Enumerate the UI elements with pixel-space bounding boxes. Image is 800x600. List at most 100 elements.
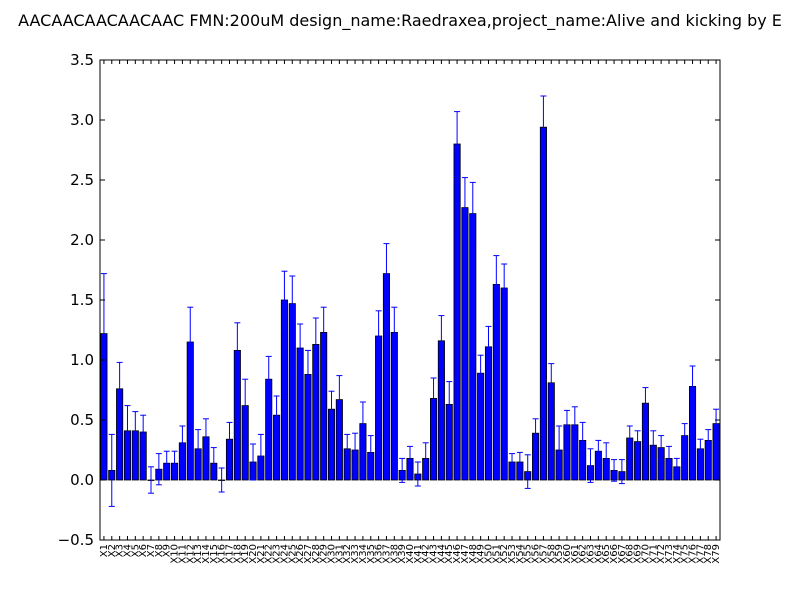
error-bar-x35 — [367, 435, 374, 470]
error-bar-x40 — [407, 445, 413, 471]
error-bar-x62 — [579, 421, 586, 459]
x-tick-label: X51 — [491, 544, 502, 564]
bars — [100, 126, 720, 481]
x-tick-label: X49 — [476, 544, 487, 564]
x-tick-label: X26 — [295, 544, 306, 564]
x-tick-label: X4 — [122, 544, 133, 557]
error-bar-x10 — [171, 450, 178, 476]
bar-x51 — [492, 283, 500, 481]
x-tick-label: X5 — [130, 544, 141, 557]
error-bar-x63 — [587, 448, 594, 483]
error-bar-x37 — [383, 243, 390, 305]
error-bar-x55 — [524, 454, 531, 489]
x-tick-label: X46 — [452, 544, 463, 564]
error-bar-x9 — [163, 450, 170, 476]
x-tick-label: X75 — [680, 544, 691, 564]
error-bar-x39 — [399, 457, 406, 483]
y-tick-label: 1.0 — [70, 351, 94, 369]
error-bar-x15 — [210, 447, 217, 480]
x-tick-label: X48 — [468, 544, 479, 564]
error-bar-x50 — [485, 325, 492, 368]
bar-x48 — [469, 213, 477, 481]
error-bar-x68 — [626, 425, 633, 451]
x-tick-label: X34 — [358, 544, 369, 564]
error-bar-x70 — [642, 387, 649, 420]
error-bar-x1 — [100, 273, 107, 395]
x-tick-label: X22 — [264, 544, 275, 564]
x-axis: X1X2X3X4X5X6X7X8X9X10X11X12X13X14X15X16X… — [99, 60, 722, 564]
error-bar-x71 — [650, 430, 657, 461]
y-tick-label: 2.0 — [70, 231, 94, 249]
error-bar-x28 — [312, 317, 319, 372]
error-bar-x74 — [673, 457, 680, 476]
error-bar-x38 — [391, 306, 398, 359]
x-tick-label: X12 — [185, 544, 196, 564]
plot-area-frame — [99, 59, 721, 541]
x-tick-label: X20 — [248, 544, 259, 564]
x-tick-label: X74 — [672, 544, 683, 564]
x-tick-label: X64 — [593, 544, 604, 564]
x-tick-label: X2 — [107, 544, 118, 557]
x-tick-label: X19 — [240, 544, 251, 564]
x-tick-label: X9 — [162, 544, 173, 557]
x-tick-label: X50 — [483, 544, 494, 564]
error-bars — [100, 95, 720, 507]
x-tick-label: X73 — [664, 544, 675, 564]
y-tick-label: 0.0 — [70, 471, 94, 489]
x-tick-label: X79 — [711, 544, 722, 564]
error-bar-x73 — [665, 445, 672, 471]
x-tick-label: X55 — [523, 544, 534, 564]
error-bar-x2 — [108, 433, 115, 507]
error-bar-x25 — [289, 275, 296, 332]
x-tick-label: X62 — [578, 544, 589, 564]
x-tick-label: X45 — [444, 544, 455, 564]
x-tick-label: X15 — [209, 544, 220, 564]
y-tick-label: 3.0 — [70, 111, 94, 129]
x-tick-label: X38 — [389, 544, 400, 564]
error-bar-x58 — [548, 363, 555, 403]
x-tick-label: X67 — [617, 544, 628, 564]
error-bar-x42 — [422, 442, 429, 475]
bar-x46 — [453, 143, 461, 481]
x-tick-label: X31 — [334, 544, 345, 564]
error-bar-x44 — [438, 315, 445, 367]
x-tick-label: X30 — [327, 544, 338, 564]
x-tick-label: X29 — [319, 544, 330, 564]
x-tick-label: X32 — [342, 544, 353, 564]
x-tick-label: X1 — [99, 544, 110, 557]
x-tick-label: X77 — [695, 544, 706, 564]
error-bar-x76 — [689, 365, 696, 408]
x-tick-label: X76 — [688, 544, 699, 564]
error-bar-x67 — [618, 459, 625, 485]
error-bar-x72 — [658, 435, 665, 461]
error-bar-x66 — [611, 459, 618, 482]
x-tick-label: X52 — [499, 544, 510, 564]
x-tick-label: X69 — [633, 544, 644, 564]
error-bar-x45 — [446, 381, 453, 428]
x-tick-label: X37 — [381, 544, 392, 564]
x-tick-label: X47 — [460, 544, 471, 564]
error-bar-x34 — [359, 401, 366, 446]
error-bar-x14 — [202, 418, 209, 456]
error-bar-x26 — [297, 323, 304, 373]
error-bar-x36 — [375, 310, 382, 362]
x-tick-label: X6 — [138, 544, 149, 557]
chart-title: AACAACAACAACAAC FMN:200uM design_name:Ra… — [18, 11, 782, 31]
bar-x52 — [500, 287, 508, 481]
bar-x47 — [461, 207, 469, 481]
error-bar-x69 — [634, 430, 641, 453]
error-bar-x47 — [461, 177, 468, 239]
x-tick-label: X14 — [201, 544, 212, 564]
x-tick-label: X58 — [546, 544, 557, 564]
x-tick-label: X24 — [279, 544, 290, 564]
x-tick-label: X39 — [397, 544, 408, 564]
error-bar-x3 — [116, 361, 123, 416]
x-tick-label: X41 — [413, 544, 424, 564]
x-tick-label: X25 — [287, 544, 298, 564]
y-tick-label: 2.5 — [70, 171, 94, 189]
x-tick-label: X71 — [648, 544, 659, 564]
error-bar-x21 — [257, 433, 264, 479]
x-tick-label: X54 — [515, 544, 526, 564]
error-bar-x79 — [713, 408, 720, 439]
x-tick-label: X10 — [170, 544, 181, 564]
